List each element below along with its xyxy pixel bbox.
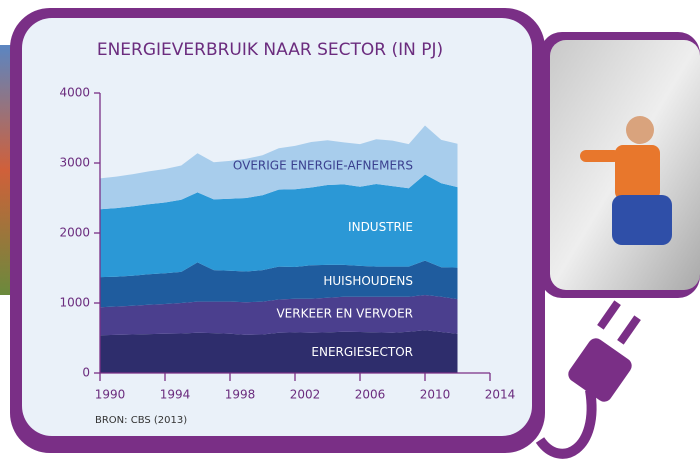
series-label: INDUSTRIE	[348, 220, 413, 234]
x-tick-label: 1994	[160, 388, 191, 402]
x-tick-label: 2006	[355, 388, 386, 402]
series-label: VERKEER EN VERVOER	[276, 307, 413, 321]
x-tick-label: 2010	[420, 388, 451, 402]
y-tick-label: 3000	[59, 156, 90, 170]
x-tick-label: 2002	[290, 388, 321, 402]
y-tick-label: 0	[82, 366, 90, 380]
plug	[540, 300, 641, 453]
y-tick-label: 1000	[59, 296, 90, 310]
series-label: HUISHOUDENS	[323, 274, 413, 288]
x-tick-label: 2014	[485, 388, 516, 402]
series-label: OVERIGE ENERGIE-AFNEMERS	[233, 159, 413, 173]
chart-title: ENERGIEVERBRUIK NAAR SECTOR (IN PJ)	[97, 40, 443, 60]
x-tick-label: 1990	[95, 388, 126, 402]
series-label: ENERGIESECTOR	[311, 345, 413, 359]
y-tick-label: 4000	[59, 86, 90, 100]
x-tick-label: 1998	[225, 388, 256, 402]
y-tick-label: 2000	[59, 226, 90, 240]
page: ENERGIEVERBRUIK NAAR SECTOR (IN PJ) BRON…	[0, 0, 700, 464]
source: BRON: CBS (2013)	[95, 415, 187, 426]
